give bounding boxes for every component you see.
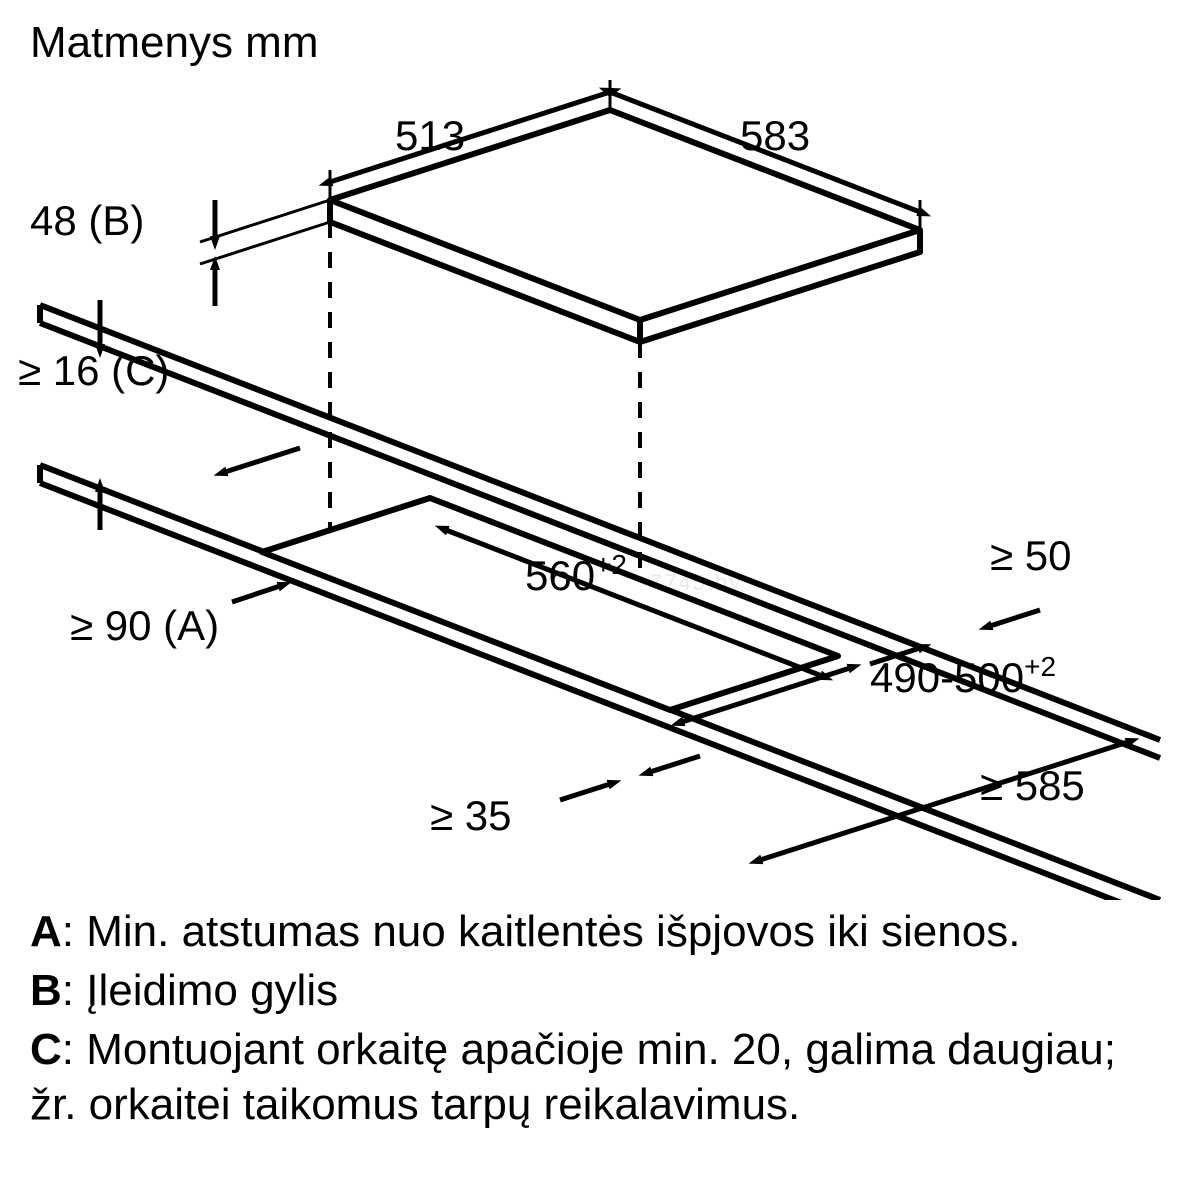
legend-text-B: : Įleidimo gylis — [62, 966, 338, 1015]
dim-16C: ≥ 16 (C) — [18, 300, 169, 530]
legend-row-B: B: Įleidimo gylis — [30, 963, 1130, 1018]
dim-35: ≥ 35 — [430, 756, 700, 839]
label-48B: 48 (B) — [30, 197, 144, 244]
legend-key-C: C — [30, 1025, 62, 1074]
diagram-svg: 7745.by 513 583 — [0, 0, 1198, 900]
label-490: 490-500+2 — [870, 651, 1056, 701]
legend-row-C: C: Montuojant orkaitę apačioje min. 20, … — [30, 1022, 1130, 1132]
legend: A: Min. atstumas nuo kaitlentės išpjovos… — [30, 900, 1130, 1132]
label-50: ≥ 50 — [990, 532, 1071, 579]
label-16C: ≥ 16 (C) — [18, 347, 169, 394]
label-513: 513 — [395, 112, 465, 159]
legend-text-A: : Min. atstumas nuo kaitlentės išpjovos … — [62, 907, 1021, 956]
label-90A: ≥ 90 (A) — [70, 602, 219, 649]
label-585: ≥ 585 — [980, 762, 1085, 809]
legend-key-A: A — [30, 907, 62, 956]
legend-key-B: B — [30, 966, 62, 1015]
dim-50: ≥ 50 — [870, 532, 1071, 664]
dim-585: ≥ 585 — [760, 742, 1128, 860]
label-583: 583 — [740, 112, 810, 159]
page: Matmenys mm 7745.by — [0, 0, 1198, 1200]
dim-48B: 48 (B) — [30, 197, 330, 306]
legend-row-A: A: Min. atstumas nuo kaitlentės išpjovos… — [30, 904, 1130, 959]
dim-513: 513 — [330, 80, 610, 200]
legend-text-C: : Montuojant orkaitę apačioje min. 20, g… — [30, 1025, 1116, 1129]
label-35: ≥ 35 — [430, 792, 511, 839]
